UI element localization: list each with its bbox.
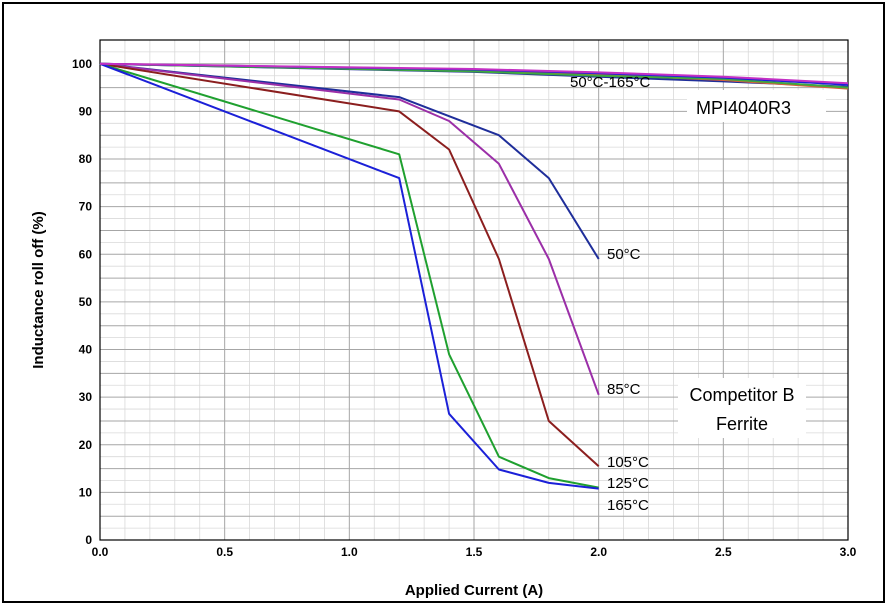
y-tick-label: 80	[79, 152, 93, 166]
y-tick-label: 90	[79, 104, 93, 118]
x-tick-label: 2.0	[590, 545, 607, 559]
x-axis-title: Applied Current (A)	[405, 582, 543, 599]
series-label-105c: 105°C	[607, 454, 649, 471]
series-label-85c: 85°C	[607, 381, 641, 398]
series-label-165c: 165°C	[607, 497, 649, 514]
mpi-name-label: MPI4040R3	[696, 98, 791, 118]
x-tick-label: 1.5	[466, 545, 483, 559]
chart-frame	[2, 2, 885, 603]
x-tick-label: 0.5	[216, 545, 233, 559]
plot-area-border	[99, 39, 849, 541]
x-tick-label: 2.5	[715, 545, 732, 559]
y-tick-label: 70	[79, 200, 93, 214]
axis-tick-labels: 0.0 0.5 1.0 1.5 2.0 2.5 3.0 0 10 20 30 40 50 60 70 80 90…	[72, 57, 857, 559]
x-tick-label: 0.0	[92, 545, 109, 559]
series-lines	[99, 62, 849, 490]
y-axis-title: Inductance roll off (%)	[30, 211, 47, 369]
y-tick-label: 20	[79, 438, 93, 452]
series-line-3	[99, 62, 600, 467]
competitor-label-line1: Competitor B	[689, 385, 794, 405]
competitor-label-box	[678, 378, 806, 438]
y-tick-label: 50	[79, 295, 93, 309]
series-line-2	[99, 62, 600, 396]
series-line-10	[99, 62, 849, 85]
x-tick-label: 1.0	[341, 545, 358, 559]
series-line-1	[99, 62, 600, 260]
series-label-50c: 50°C	[607, 246, 641, 263]
y-tick-label: 100	[72, 57, 92, 71]
y-tick-label: 10	[79, 485, 93, 499]
series-label-125c: 125°C	[607, 475, 649, 492]
series-line-4	[99, 62, 599, 489]
series-line-8	[99, 62, 849, 89]
y-tick-label: 60	[79, 247, 93, 261]
x-tick-label: 3.0	[840, 545, 857, 559]
y-tick-label: 30	[79, 390, 93, 404]
competitor-label-line2: Ferrite	[716, 414, 768, 434]
mpi-label-box	[687, 90, 826, 122]
y-tick-label: 40	[79, 343, 93, 357]
y-tick-label: 0	[85, 533, 92, 547]
mpi-range-label: 50°C-165°C	[570, 74, 651, 91]
series-line-5	[99, 62, 599, 490]
